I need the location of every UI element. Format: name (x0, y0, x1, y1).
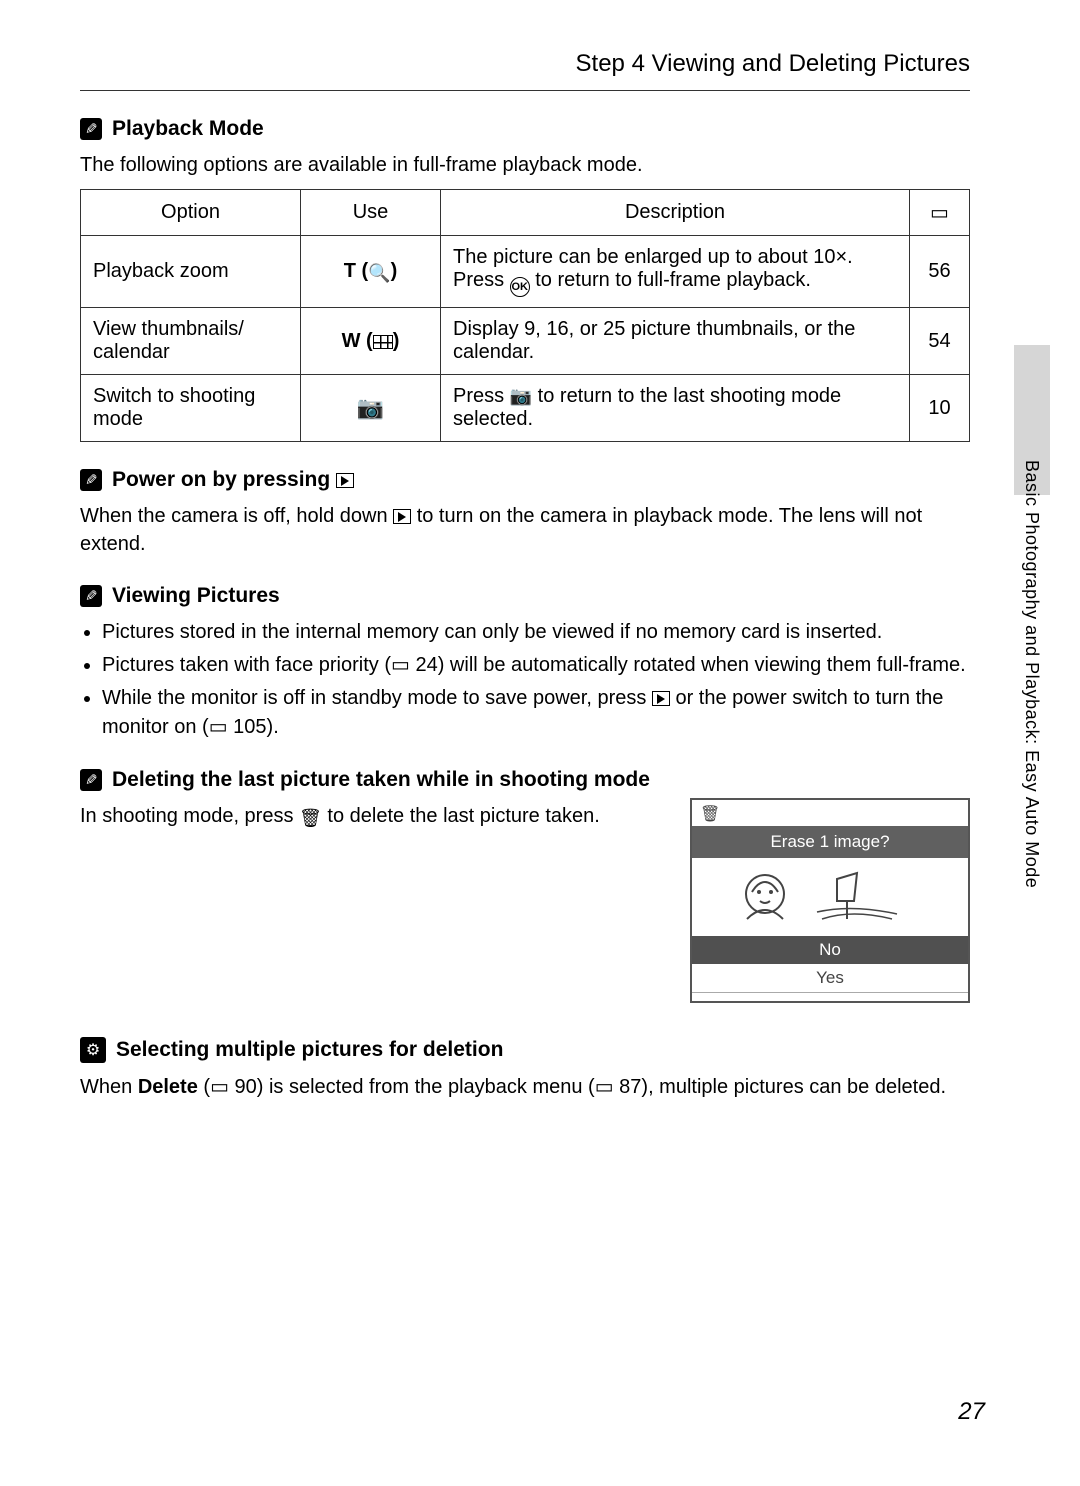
paren-close: ) (393, 330, 400, 352)
cell-desc: Press 📷 to return to the last shooting m… (441, 375, 910, 442)
section-viewing-head: Viewing Pictures (80, 584, 970, 608)
cell-desc: The picture can be enlarged up to about … (441, 236, 910, 308)
trash-icon: 🗑 (299, 808, 322, 828)
th-option: Option (81, 190, 301, 236)
section-multi-delete-title: Selecting multiple pictures for deletion (116, 1038, 503, 1062)
magnify-icon: 🔍 (368, 263, 390, 283)
use-key: W (342, 330, 361, 352)
cell-page: 56 (910, 236, 970, 308)
cell-option: View thumbnails/ calendar (81, 308, 301, 375)
t-b: to delete the last picture taken. (322, 805, 600, 827)
gear-icon (80, 1037, 106, 1063)
cell-option: Playback zoom (81, 236, 301, 308)
book-icon: ▭ (930, 202, 949, 224)
pencil-icon (80, 585, 102, 607)
t-a: When the camera is off, hold down (80, 505, 393, 527)
book-icon: ▭ (209, 716, 228, 738)
cell-use: W () (301, 308, 441, 375)
viewing-list: Pictures stored in the internal memory c… (80, 618, 970, 742)
list-item: Pictures stored in the internal memory c… (102, 618, 970, 647)
t-a: While the monitor is off in standby mode… (102, 687, 652, 709)
deleting-block: 🗑 Erase 1 image? No Yes In (80, 802, 970, 1003)
t-c: 90) is selected from the playback menu ( (229, 1076, 595, 1098)
header-rule (80, 90, 970, 91)
section-power-on-head: Power on by pressing (80, 468, 970, 492)
play-icon (393, 509, 411, 524)
book-icon: ▭ (391, 654, 410, 676)
pencil-icon (80, 769, 102, 791)
table-row: Switch to shooting mode 📷 Press 📷 to ret… (81, 375, 970, 442)
use-key: T (344, 260, 356, 282)
desc-b: to return to full-frame playback. (530, 269, 811, 291)
pencil-icon (80, 118, 102, 140)
playback-table: Option Use Description ▭ Playback zoom T… (80, 189, 970, 442)
book-icon: ▭ (595, 1076, 614, 1098)
t-b: 24) will be automatically rotated when v… (410, 654, 966, 676)
delete-bold: Delete (138, 1076, 198, 1098)
cell-use: T (🔍) (301, 236, 441, 308)
page-number: 27 (958, 1398, 985, 1426)
thumbnail-grid-icon (373, 335, 393, 349)
camera-icon: 📷 (357, 395, 384, 420)
mock-top-icon: 🗑 (692, 800, 968, 826)
section-playback-mode-head: Playback Mode (80, 117, 970, 141)
play-icon (652, 691, 670, 706)
cell-page: 10 (910, 375, 970, 442)
multi-delete-text: When Delete (▭ 90) is selected from the … (80, 1073, 970, 1101)
t-a: When (80, 1076, 138, 1098)
section-playback-mode-title: Playback Mode (112, 117, 264, 141)
t-d: 87), multiple pictures can be deleted. (614, 1076, 946, 1098)
table-header-row: Option Use Description ▭ (81, 190, 970, 236)
paren: ( (356, 260, 368, 282)
paren: ( (361, 330, 373, 352)
erase-dialog-mock: 🗑 Erase 1 image? No Yes (690, 798, 970, 1003)
title-text: Power on by pressing (112, 468, 336, 491)
mock-option-no: No (692, 936, 968, 964)
t-a: In shooting mode, press (80, 805, 299, 827)
pencil-icon (80, 469, 102, 491)
th-use: Use (301, 190, 441, 236)
book-icon: ▭ (210, 1076, 229, 1098)
mock-question: Erase 1 image? (692, 826, 968, 858)
step-heading: Step 4 Viewing and Deleting Pictures (80, 50, 970, 78)
ok-icon: OK (510, 277, 530, 297)
list-item: While the monitor is off in standby mode… (102, 684, 970, 742)
cell-desc: Display 9, 16, or 25 picture thumbnails,… (441, 308, 910, 375)
list-item: Pictures taken with face priority (▭ 24)… (102, 651, 970, 680)
cell-page: 54 (910, 308, 970, 375)
mock-thumbnail (692, 858, 968, 936)
t-c: 105). (228, 716, 279, 738)
page-content: Step 4 Viewing and Deleting Pictures Pla… (0, 0, 1080, 1159)
mock-option-yes: Yes (692, 964, 968, 992)
section-multi-delete-head: Selecting multiple pictures for deletion (80, 1037, 970, 1063)
section-power-on-title: Power on by pressing (112, 468, 354, 492)
th-page-ref: ▭ (910, 190, 970, 236)
section-viewing-title: Viewing Pictures (112, 584, 280, 608)
desc-a: Press (453, 385, 510, 407)
cell-option: Switch to shooting mode (81, 375, 301, 442)
play-icon (336, 473, 354, 488)
table-row: Playback zoom T (🔍) The picture can be e… (81, 236, 970, 308)
section-deleting-head: Deleting the last picture taken while in… (80, 768, 970, 792)
power-on-text: When the camera is off, hold down to tur… (80, 502, 970, 558)
th-description: Description (441, 190, 910, 236)
t-b: ( (198, 1076, 210, 1098)
table-row: View thumbnails/ calendar W () Display 9… (81, 308, 970, 375)
cell-use: 📷 (301, 375, 441, 442)
camera-icon: 📷 (510, 386, 532, 406)
paren-close: ) (391, 260, 398, 282)
t-a: Pictures taken with face priority ( (102, 654, 391, 676)
section-deleting-title: Deleting the last picture taken while in… (112, 768, 650, 792)
mock-bottom (692, 992, 968, 1004)
playback-intro: The following options are available in f… (80, 151, 970, 179)
